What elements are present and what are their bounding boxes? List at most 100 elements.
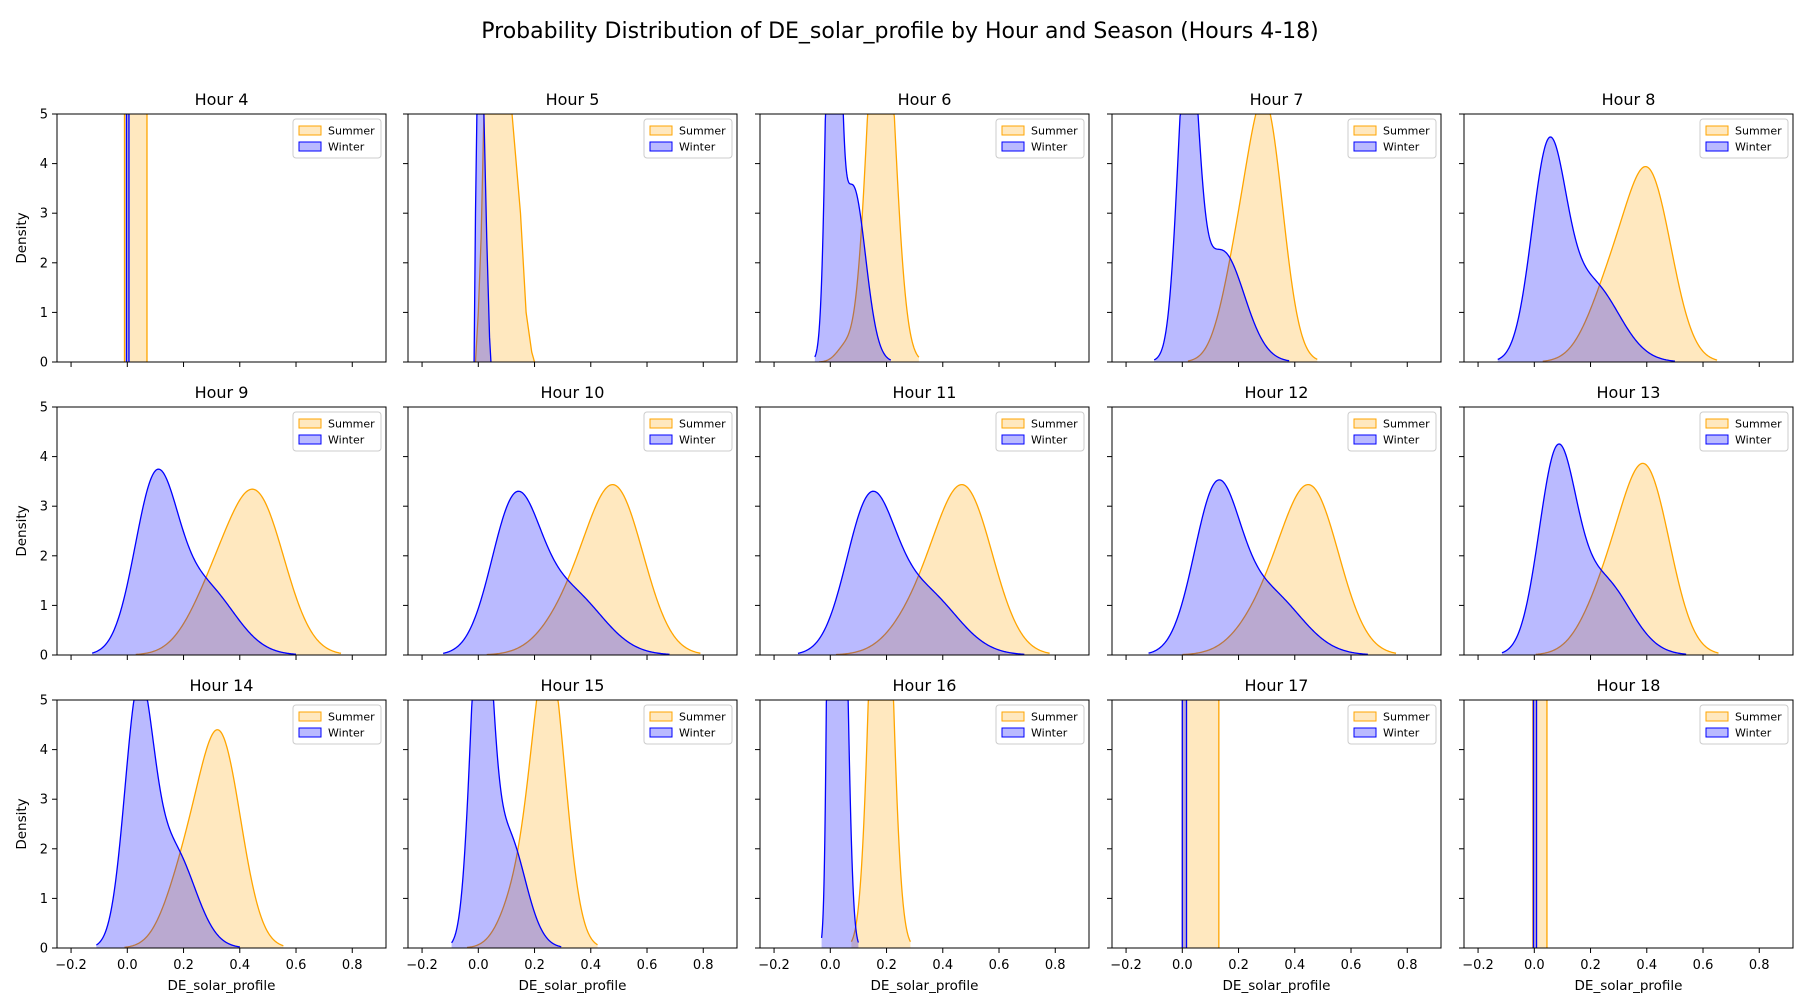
density-line-winter (1148, 479, 1368, 655)
legend-label-winter: Winter (1735, 141, 1772, 154)
legend-label-summer: Summer (1735, 711, 1782, 724)
axes-frame (1463, 406, 1794, 656)
legend-swatch-summer (1353, 711, 1377, 722)
x-tick-label: 0.4 (1636, 958, 1657, 973)
legend-swatch-summer (1705, 125, 1729, 136)
legend: Summer Winter (1347, 118, 1437, 159)
density-line-winter (443, 490, 670, 655)
plot-area (1181, 700, 1220, 948)
legend-label-winter: Winter (1383, 727, 1420, 740)
x-tick-label: 0.2 (1580, 958, 1601, 973)
legend-swatch-winter (649, 434, 673, 445)
panel-title: Hour 9 (195, 383, 249, 402)
legend-label-summer: Summer (328, 418, 375, 431)
panel-title: Hour 4 (195, 90, 249, 109)
plot-area (91, 468, 342, 655)
y-tick-label: 1 (40, 599, 48, 614)
x-tick-label: 0.0 (468, 958, 489, 973)
density-fill-summer (1182, 700, 1219, 948)
legend-swatch-winter (649, 727, 673, 738)
density-fill-summer (1542, 166, 1718, 362)
x-tick-label: 0.8 (342, 958, 363, 973)
plot-area (451, 700, 598, 948)
legend-label-summer: Summer (1383, 711, 1430, 724)
y-tick-label: 4 (40, 743, 48, 758)
density-fill-winter (1533, 700, 1537, 948)
axes-frame (407, 406, 738, 656)
legend-label-winter: Winter (1383, 141, 1420, 154)
panel-title: Hour 17 (1245, 676, 1309, 695)
x-tick-label: 0.6 (286, 958, 307, 973)
density-line-summer (1535, 462, 1719, 655)
density-fill-winter (814, 114, 891, 362)
x-tick-label: 0.0 (1172, 958, 1193, 973)
axes-frame (56, 113, 387, 363)
legend-swatch-winter (1353, 727, 1377, 738)
density-fill-winter (96, 700, 240, 948)
plot-area (814, 114, 920, 362)
legend-label-summer: Summer (328, 125, 375, 138)
legend-label-winter: Winter (1031, 434, 1068, 447)
legend-swatch-summer (649, 125, 673, 136)
density-fill-winter (474, 114, 491, 362)
legend-box (995, 704, 1085, 745)
legend-label-summer: Summer (1031, 125, 1078, 138)
panel-hour-12: Hour 12 Summer Winter (1107, 383, 1442, 660)
legend-swatch-winter (1001, 727, 1025, 738)
y-axis-label: Density (14, 212, 30, 263)
density-fill-summer (124, 729, 284, 948)
x-tick-label: 0.2 (173, 958, 194, 973)
legend-label-winter: Winter (1383, 434, 1420, 447)
legend: Summer Winter (995, 411, 1085, 452)
x-tick-label: −0.2 (55, 958, 87, 973)
y-tick-label: 3 (40, 207, 48, 222)
legend-swatch-winter (1705, 434, 1729, 445)
panel-hour-5: Hour 5 Summer Winter (403, 90, 738, 367)
axes-frame (1111, 699, 1442, 949)
axes-frame (1111, 113, 1442, 363)
legend-label-summer: Summer (1031, 418, 1078, 431)
legend: Summer Winter (1699, 411, 1789, 452)
panel-title: Hour 5 (546, 90, 600, 109)
plot-area (1532, 700, 1548, 948)
legend-swatch-summer (298, 711, 322, 722)
x-tick-label: 0.8 (1045, 958, 1066, 973)
density-line-winter (1153, 114, 1290, 362)
legend-label-winter: Winter (679, 434, 716, 447)
density-fill-summer (835, 484, 1050, 655)
y-tick-label: 0 (40, 942, 48, 957)
density-fill-summer (135, 489, 342, 655)
density-line-summer (1542, 165, 1718, 362)
panel-hour-7: Hour 7 Summer Winter (1107, 90, 1442, 367)
legend: Summer Winter (292, 118, 382, 159)
panel-title: Hour 11 (893, 383, 957, 402)
density-line-winter (814, 114, 892, 361)
legend-label-summer: Summer (1383, 418, 1430, 431)
panel-hour-4: Hour 4 0 1 2 3 4 5 Density Summer Winter (14, 90, 387, 371)
legend-label-winter: Winter (328, 727, 365, 740)
panel-hour-8: Hour 8 Summer Winter (1459, 90, 1794, 367)
density-fill-summer (475, 114, 535, 362)
x-axis-label: DE_solar_profile (519, 978, 627, 994)
plot-area (1501, 443, 1719, 655)
x-tick-label: 0.2 (1228, 958, 1249, 973)
legend-label-summer: Summer (328, 711, 375, 724)
density-line-summer (850, 700, 912, 943)
panel-title: Hour 16 (893, 676, 957, 695)
y-tick-label: 2 (40, 842, 48, 857)
y-tick-label: 4 (40, 157, 48, 172)
density-fill-winter (1154, 114, 1290, 362)
axes-frame (1111, 406, 1442, 656)
x-tick-label: 0.4 (580, 958, 601, 973)
density-line-winter (1181, 700, 1188, 948)
panel-hour-18: Hour 18 −0.2 0.0 0.2 0.4 0.6 0.8 DE_solar_profi… (1459, 676, 1794, 994)
legend: Summer Winter (643, 704, 733, 745)
plot-area (1148, 479, 1397, 655)
legend: Summer Winter (643, 411, 733, 452)
legend-swatch-winter (649, 141, 673, 152)
density-fill-summer (124, 114, 147, 362)
panel-hour-9: Hour 9 0 1 2 3 4 5 Density Summer Winter (14, 383, 387, 664)
axes-frame (759, 113, 1090, 363)
x-axis-label: DE_solar_profile (1575, 978, 1683, 994)
